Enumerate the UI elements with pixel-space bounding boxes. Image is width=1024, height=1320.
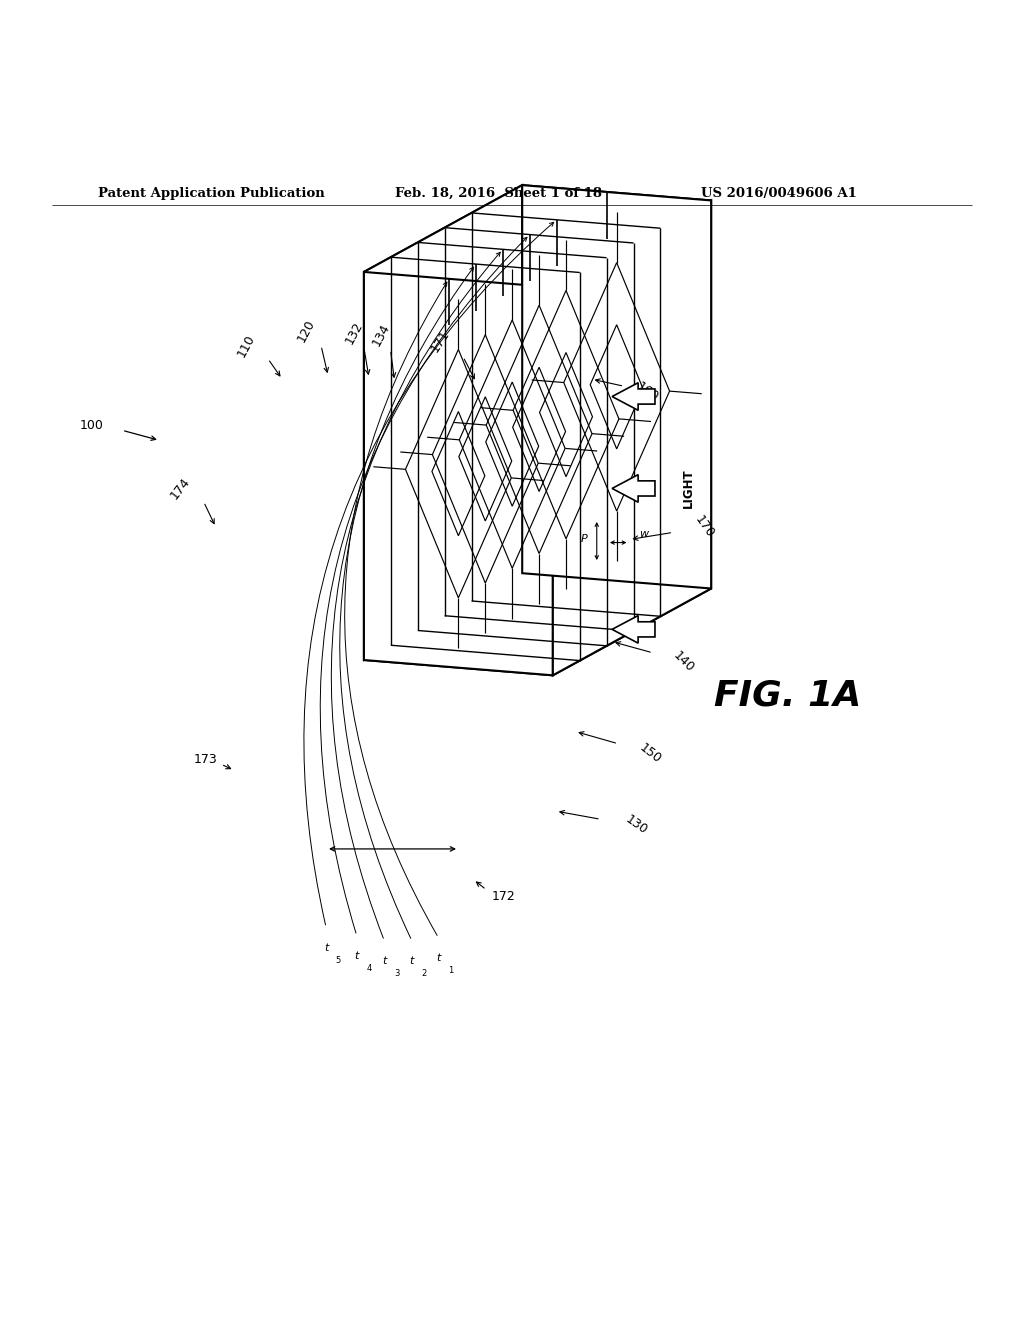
Polygon shape (612, 475, 655, 502)
Text: 130: 130 (624, 813, 650, 838)
Text: t: t (354, 952, 359, 961)
Polygon shape (364, 185, 522, 660)
Text: 4: 4 (367, 964, 372, 973)
Text: t: t (382, 956, 386, 966)
Text: 3: 3 (394, 969, 399, 978)
Text: 174: 174 (168, 475, 193, 502)
Polygon shape (612, 615, 655, 643)
Polygon shape (364, 185, 711, 288)
Text: 173: 173 (194, 752, 217, 766)
Polygon shape (364, 272, 553, 676)
Text: 132: 132 (342, 319, 365, 347)
Polygon shape (364, 573, 711, 676)
Text: 140: 140 (671, 649, 696, 675)
Text: 100: 100 (79, 418, 103, 432)
Text: US 2016/0049606 A1: US 2016/0049606 A1 (700, 187, 857, 199)
Text: 1: 1 (449, 966, 454, 975)
Text: P: P (581, 535, 588, 544)
Text: 5: 5 (336, 956, 341, 965)
Polygon shape (612, 383, 655, 411)
Text: w: w (639, 529, 648, 540)
Text: LIGHT: LIGHT (682, 469, 695, 508)
Polygon shape (553, 201, 711, 676)
Text: 110: 110 (236, 331, 258, 359)
Polygon shape (522, 185, 711, 589)
Text: t: t (324, 942, 329, 953)
Text: 120: 120 (294, 318, 317, 345)
Text: 134: 134 (370, 322, 392, 348)
Text: Feb. 18, 2016  Sheet 1 of 18: Feb. 18, 2016 Sheet 1 of 18 (394, 187, 601, 199)
Text: 170: 170 (692, 513, 716, 541)
Text: 150: 150 (637, 742, 664, 767)
Text: Patent Application Publication: Patent Application Publication (98, 187, 326, 199)
Text: FIG. 1A: FIG. 1A (714, 678, 861, 713)
Text: 172: 172 (492, 891, 516, 903)
Text: 171: 171 (429, 327, 453, 355)
Text: 2: 2 (422, 969, 427, 978)
Text: t: t (410, 956, 414, 966)
Text: t: t (436, 953, 440, 964)
Text: 160: 160 (634, 380, 662, 404)
